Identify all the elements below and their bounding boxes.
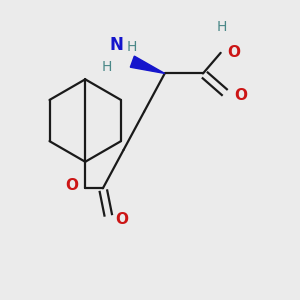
Text: H: H <box>102 60 112 74</box>
Polygon shape <box>130 56 165 74</box>
Text: O: O <box>115 212 128 227</box>
Text: O: O <box>227 45 240 60</box>
Text: N: N <box>109 36 123 54</box>
Text: O: O <box>234 88 247 103</box>
Text: H: H <box>217 20 227 34</box>
Text: O: O <box>65 178 78 193</box>
Text: H: H <box>126 40 137 54</box>
